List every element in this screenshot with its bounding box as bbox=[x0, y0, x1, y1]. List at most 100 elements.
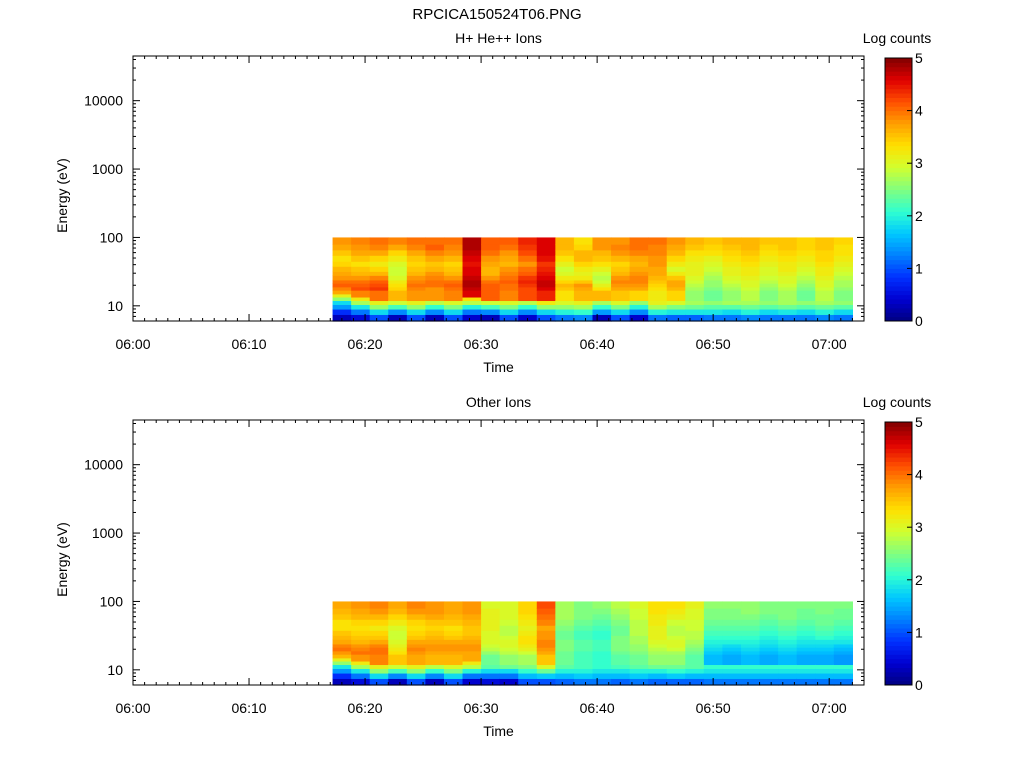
heatmap-cell bbox=[741, 283, 761, 288]
heatmap-cell bbox=[741, 654, 761, 659]
x-tick-label: 06:00 bbox=[115, 336, 150, 352]
heatmap-cell bbox=[611, 314, 631, 322]
heatmap-cell bbox=[778, 647, 798, 652]
colorbar-step bbox=[885, 606, 912, 611]
heatmap-cell bbox=[592, 261, 612, 267]
colorbar-step bbox=[885, 514, 912, 519]
heatmap-cell bbox=[666, 650, 686, 655]
heatmap-cell bbox=[481, 639, 501, 645]
heatmap-cell bbox=[648, 290, 668, 295]
heatmap-cell bbox=[332, 249, 352, 256]
heatmap-cell bbox=[685, 630, 705, 636]
heatmap-cell bbox=[481, 290, 501, 295]
heatmap-cell bbox=[629, 668, 649, 674]
colorbar-step bbox=[885, 452, 912, 458]
heatmap-cell bbox=[573, 657, 594, 662]
heatmap-cell bbox=[573, 619, 594, 626]
colorbar-step bbox=[885, 303, 912, 309]
colorbar-step bbox=[885, 189, 912, 195]
heatmap-cell bbox=[759, 639, 779, 645]
heatmap-cell bbox=[648, 300, 668, 305]
colorbar-step bbox=[885, 628, 912, 633]
heatmap-cell bbox=[388, 290, 408, 295]
heatmap-cell bbox=[499, 308, 519, 315]
heatmap-cell bbox=[406, 266, 426, 272]
heatmap-cell bbox=[629, 601, 649, 609]
heatmap-cell bbox=[611, 283, 631, 288]
heatmap-cell bbox=[833, 244, 853, 251]
heatmap-cell bbox=[462, 271, 482, 276]
heatmap-cell bbox=[685, 608, 705, 615]
panel-title: Other Ions bbox=[466, 394, 531, 410]
heatmap-cell bbox=[518, 279, 538, 284]
heatmap-cell bbox=[555, 657, 575, 662]
heatmap-cell bbox=[536, 647, 556, 652]
colorbar-step bbox=[885, 566, 912, 572]
heatmap-cell bbox=[611, 290, 631, 295]
heatmap-cell bbox=[351, 619, 371, 626]
x-tick-label: 06:40 bbox=[580, 336, 615, 352]
heatmap-cell bbox=[443, 635, 464, 640]
heatmap-cell bbox=[573, 300, 594, 305]
heatmap-cell bbox=[685, 275, 705, 281]
heatmap-cell bbox=[666, 249, 686, 256]
heatmap-cell bbox=[648, 249, 668, 256]
heatmap-cell bbox=[425, 261, 445, 267]
heatmap-cell bbox=[741, 625, 761, 631]
heatmap-cell bbox=[369, 261, 389, 267]
heatmap-cell bbox=[369, 619, 389, 626]
heatmap-cell bbox=[555, 678, 575, 686]
colorbar-step bbox=[885, 71, 912, 77]
heatmap-cell bbox=[666, 635, 686, 640]
heatmap-cell bbox=[332, 237, 352, 245]
heatmap-cell bbox=[592, 654, 612, 659]
colorbar-tick-label: 3 bbox=[915, 519, 923, 535]
heatmap-cell bbox=[833, 635, 853, 640]
colorbar-step bbox=[885, 588, 912, 594]
heatmap-cell bbox=[648, 650, 668, 655]
heatmap-cell bbox=[388, 639, 408, 645]
heatmap-cell bbox=[722, 300, 742, 305]
heatmap-cell bbox=[388, 261, 408, 267]
colorbar-step bbox=[885, 584, 912, 590]
heatmap-cell bbox=[499, 279, 519, 284]
heatmap-cell bbox=[518, 613, 538, 620]
heatmap-cell bbox=[536, 271, 556, 276]
heatmap-cell bbox=[518, 261, 538, 267]
x-tick-label: 06:00 bbox=[115, 700, 150, 716]
heatmap-cell bbox=[499, 639, 519, 645]
heatmap-cell bbox=[648, 613, 668, 620]
heatmap-cell bbox=[536, 261, 556, 267]
heatmap-cell bbox=[815, 244, 835, 251]
colorbar-tick-label: 4 bbox=[915, 467, 923, 483]
heatmap-cell bbox=[648, 279, 668, 284]
heatmap-cell bbox=[536, 300, 556, 305]
x-tick-label: 07:00 bbox=[812, 336, 847, 352]
heatmap-cell bbox=[499, 664, 519, 669]
heatmap-cell bbox=[518, 608, 538, 615]
heatmap-cell bbox=[406, 613, 426, 620]
heatmap-cell bbox=[815, 266, 835, 272]
heatmap-cell bbox=[815, 601, 835, 609]
heatmap-cell bbox=[685, 249, 705, 256]
heatmap-cell bbox=[592, 293, 612, 298]
plot-frame bbox=[132, 55, 865, 322]
heatmap-cell bbox=[741, 304, 761, 310]
heatmap-cell bbox=[462, 654, 482, 659]
colorbar: 0 1 2 3 4 5 Log counts bbox=[863, 30, 932, 329]
heatmap-cell bbox=[388, 601, 408, 609]
heatmap-cell bbox=[759, 643, 779, 648]
heatmap-cell bbox=[425, 654, 445, 659]
heatmap-cell bbox=[666, 601, 686, 609]
colorbar-step bbox=[885, 614, 912, 620]
heatmap-cell bbox=[722, 660, 742, 666]
heatmap-cell bbox=[629, 308, 649, 315]
heatmap-cell bbox=[369, 271, 389, 276]
heatmap-cell bbox=[703, 283, 724, 288]
heatmap-cell bbox=[555, 271, 575, 276]
heatmap-cell bbox=[481, 657, 501, 662]
heatmap-cell bbox=[629, 296, 649, 302]
heatmap-cell bbox=[425, 601, 445, 609]
heatmap-cell bbox=[833, 625, 853, 631]
heatmap-cell bbox=[796, 657, 816, 662]
